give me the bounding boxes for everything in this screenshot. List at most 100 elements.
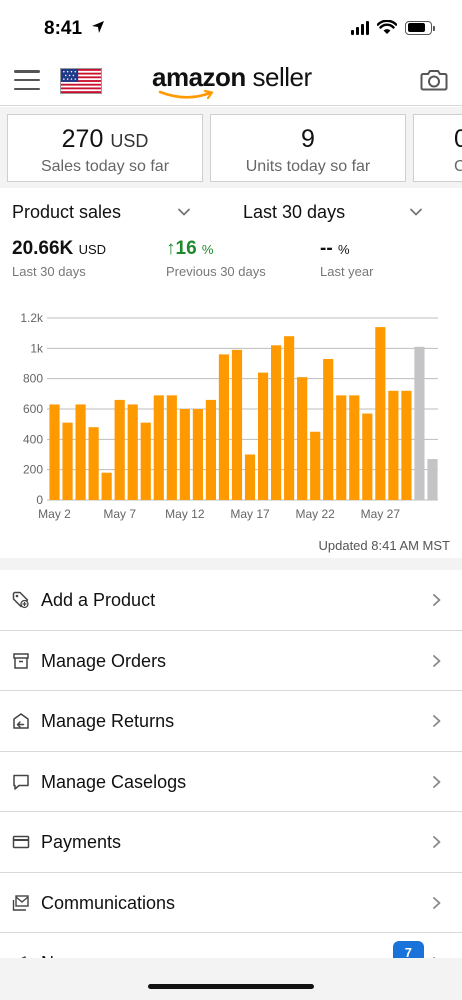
current-label: Last 30 days (12, 264, 86, 279)
battery-icon (405, 20, 435, 35)
menu-item-manage-caselogs[interactable]: Manage Caselogs (0, 751, 462, 812)
amazon-seller-logo: amazon seller (152, 62, 322, 102)
menu-item-payments[interactable]: Payments (0, 812, 462, 873)
location-arrow-icon (92, 21, 105, 33)
sales-bar[interactable] (192, 409, 203, 500)
sales-today-card[interactable]: 270 USD Sales today so far (7, 114, 203, 182)
sales-bar[interactable] (257, 372, 269, 500)
menu-item-label: Manage Orders (41, 650, 167, 671)
sales-bar[interactable] (49, 404, 60, 500)
card-icon (12, 835, 30, 849)
y-tick-label: 1k (30, 341, 44, 355)
previous-period-stat: ↑16 % Previous 30 days (166, 238, 266, 279)
sales-bar[interactable] (271, 345, 282, 500)
news-count-badge: 7 (392, 941, 424, 958)
return-box-icon (13, 713, 29, 729)
last-year-label: Last year (320, 264, 374, 279)
sales-bar[interactable] (375, 327, 386, 500)
us-flag-icon[interactable] (60, 68, 102, 94)
x-tick-label: May 22 (296, 507, 336, 521)
sales-bar[interactable] (349, 395, 360, 500)
sales-bar[interactable] (140, 422, 151, 500)
sales-bar[interactable] (75, 404, 86, 500)
sales-bar[interactable] (388, 390, 399, 500)
sales-bar-chart[interactable]: 0 200 400 600 800 1k 1.2k May 2 May 7 May 12 May 1… (0, 298, 462, 528)
sales-today-label: Sales today so far (40, 158, 170, 175)
chat-bubble-icon (13, 774, 29, 790)
menu-item-communications[interactable]: Communications (0, 872, 462, 933)
previous-unit: % (201, 242, 214, 257)
current-value: 20.66K (12, 238, 74, 259)
sales-bar[interactable] (244, 454, 256, 501)
sales-bar[interactable] (205, 399, 216, 500)
metric-dropdown[interactable]: Product sales (12, 202, 122, 222)
last-year-value: -- (320, 238, 333, 259)
sales-bar[interactable] (231, 349, 243, 500)
chevron-right-icon (433, 654, 441, 667)
x-tick-label: May 27 (361, 507, 401, 521)
sales-bar[interactable] (179, 409, 190, 500)
status-bar: 8:41 (0, 0, 462, 56)
menu-item-label: N (41, 953, 54, 958)
third-metric-card[interactable]: 0 C (413, 114, 462, 182)
y-tick-label: 200 (23, 463, 43, 477)
amazon-smile-icon (158, 90, 214, 100)
logo-rest-text: seller (245, 62, 313, 92)
sales-bar[interactable] (127, 404, 138, 500)
status-time: 8:41 (44, 18, 105, 40)
sales-bar[interactable] (218, 354, 230, 500)
home-indicator[interactable] (148, 984, 314, 989)
projected-bar[interactable] (427, 459, 438, 500)
sales-bar[interactable] (153, 395, 164, 500)
sales-bar[interactable] (310, 431, 321, 500)
sales-bar[interactable] (284, 336, 295, 500)
sales-bar[interactable] (166, 395, 177, 500)
y-tick-label: 0 (36, 493, 43, 507)
camera-icon[interactable] (420, 68, 448, 92)
sales-bar[interactable] (88, 427, 99, 500)
previous-value: 16 (175, 238, 197, 259)
metric-cards-strip[interactable]: 270 USD Sales today so far 9 Units today… (0, 107, 462, 188)
sales-bar[interactable] (297, 377, 308, 500)
chevron-right-icon (433, 594, 441, 606)
x-tick-label: May 17 (230, 507, 270, 521)
updated-timestamp: Updated 8:41 AM MST (318, 538, 450, 553)
menu-item-news[interactable]: N 7 (0, 933, 462, 958)
units-today-card[interactable]: 9 Units today so far (210, 114, 406, 182)
cell-signal-icon (351, 20, 369, 35)
box-icon (13, 652, 29, 669)
menu-list: Add a Product Manage Orders Manage Retur… (0, 558, 462, 958)
current-unit: USD (78, 242, 107, 257)
sales-bar[interactable] (114, 399, 125, 500)
chevron-right-icon (433, 896, 441, 909)
sales-today-value: 270 USD (61, 125, 149, 153)
status-time-text: 8:41 (44, 18, 83, 39)
menu-item-add-product[interactable]: Add a Product (0, 570, 462, 631)
sales-bar[interactable] (62, 422, 73, 500)
last-year-stat: -- % Last year (320, 238, 373, 279)
app-header: amazon seller (0, 56, 462, 106)
chevron-right-icon (433, 836, 441, 848)
menu-item-label: Communications (41, 892, 176, 913)
chevron-down-icon[interactable] (178, 206, 190, 218)
sales-bar[interactable] (362, 413, 373, 500)
menu-item-manage-returns[interactable]: Manage Returns (0, 691, 462, 752)
sales-bar[interactable] (336, 395, 347, 500)
third-metric-value: 0 (454, 125, 462, 153)
sales-bar[interactable] (323, 358, 334, 500)
up-arrow-icon: ↑ (166, 238, 176, 259)
tag-icon (12, 591, 29, 609)
units-today-label: Units today so far (245, 158, 371, 175)
projected-bar[interactable] (414, 346, 425, 500)
sales-bar[interactable] (101, 472, 112, 500)
y-tick-label: 800 (23, 372, 43, 386)
hamburger-menu-icon[interactable] (14, 70, 40, 90)
chevron-down-icon[interactable] (410, 206, 422, 218)
menu-item-manage-orders[interactable]: Manage Orders (0, 630, 462, 691)
status-icons (351, 20, 435, 35)
current-period-stat: 20.66K USD Last 30 days (12, 238, 106, 279)
chart-filters: Product sales Last 30 days (0, 196, 462, 232)
sales-bar[interactable] (401, 390, 412, 500)
period-dropdown[interactable]: Last 30 days (243, 202, 346, 222)
menu-item-label: Payments (41, 832, 122, 852)
